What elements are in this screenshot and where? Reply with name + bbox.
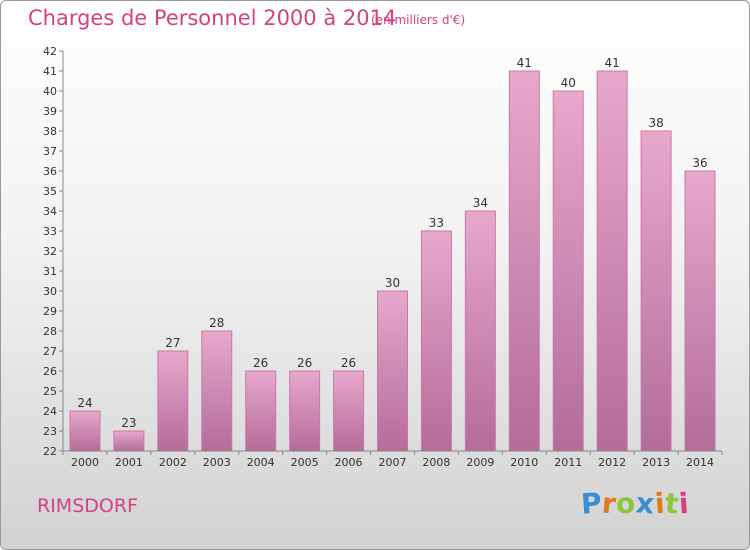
y-tick-label: 27 <box>43 345 57 358</box>
bar-2009 <box>464 210 496 452</box>
data-label-2011: 40 <box>561 76 576 90</box>
x-tick-label-2005: 2005 <box>291 456 319 469</box>
bar-2000 <box>69 410 101 452</box>
data-label-2007: 30 <box>385 276 400 290</box>
data-label-2010: 41 <box>517 56 532 70</box>
x-tick-label-2008: 2008 <box>422 456 450 469</box>
y-tick-label: 39 <box>43 105 57 118</box>
bar-2014 <box>684 170 716 452</box>
x-tick-label-2000: 2000 <box>71 456 99 469</box>
bar-2003 <box>201 330 233 452</box>
data-label-2008: 33 <box>429 216 444 230</box>
y-tick-label: 34 <box>43 205 57 218</box>
data-label-2002: 27 <box>165 336 180 350</box>
y-tick-label: 31 <box>43 265 57 278</box>
bar-2002 <box>157 350 189 452</box>
data-label-2013: 38 <box>648 116 663 130</box>
y-tick-label: 37 <box>43 145 57 158</box>
logo-letter: i <box>677 486 690 521</box>
chart-title: Charges de Personnel 2000 à 2014 <box>28 6 397 30</box>
y-tick-label: 33 <box>43 225 57 238</box>
logo-letter: x <box>634 486 657 521</box>
y-tick-label: 38 <box>43 125 57 138</box>
x-tick-label-2013: 2013 <box>642 456 670 469</box>
x-tick-label-2010: 2010 <box>510 456 538 469</box>
chart-subtitle: (en milliers d'€) <box>371 13 466 27</box>
x-tick-label-2007: 2007 <box>379 456 407 469</box>
y-tick-label: 24 <box>43 405 57 418</box>
x-tick-label-2006: 2006 <box>335 456 363 469</box>
bar-2005 <box>289 370 321 452</box>
data-label-2012: 41 <box>605 56 620 70</box>
x-tick-label-2003: 2003 <box>203 456 231 469</box>
x-tick-label-2009: 2009 <box>466 456 494 469</box>
data-label-2005: 26 <box>297 356 312 370</box>
y-tick-label: 30 <box>43 285 57 298</box>
bar-2001 <box>113 430 145 452</box>
y-tick-label: 26 <box>43 365 57 378</box>
bar-2006 <box>333 370 365 452</box>
data-label-2001: 23 <box>121 416 136 430</box>
bars: 24 23 27 28 26 26 26 30 33 34 41 40 41 38 36 <box>69 56 716 452</box>
logo-letter: P <box>579 486 604 521</box>
x-tick-label-2004: 2004 <box>247 456 275 469</box>
data-label-2003: 28 <box>209 316 224 330</box>
y-axis: 22 23 24 25 26 27 28 29 30 31 32 33 34 35 36 37 38 39 40 41… <box>43 45 64 458</box>
bar-2011 <box>552 90 584 452</box>
x-tick-label-2001: 2001 <box>115 456 143 469</box>
data-label-2014: 36 <box>692 156 707 170</box>
commune-name: RIMSDORF <box>37 495 138 517</box>
bar-2004 <box>245 370 277 452</box>
data-label-2009: 34 <box>473 196 488 210</box>
x-tick-label-2002: 2002 <box>159 456 187 469</box>
data-label-2000: 24 <box>77 396 92 410</box>
bar-2010 <box>508 70 540 452</box>
bar-2013 <box>640 130 672 452</box>
x-tick-label-2014: 2014 <box>686 456 714 469</box>
y-tick-label: 32 <box>43 245 57 258</box>
y-tick-label: 42 <box>43 45 57 58</box>
y-tick-label: 41 <box>43 65 57 78</box>
y-tick-label: 35 <box>43 185 57 198</box>
bar-2012 <box>596 70 628 452</box>
y-tick-label: 40 <box>43 85 57 98</box>
data-label-2006: 26 <box>341 356 356 370</box>
proxiti-logo: Proxiti <box>579 486 690 521</box>
y-tick-label: 36 <box>43 165 57 178</box>
y-tick-label: 25 <box>43 385 57 398</box>
y-tick-label: 29 <box>43 305 57 318</box>
x-axis: 2000 2001 2002 2003 2004 2005 2006 2007 2008 2009… <box>62 450 723 469</box>
bar-2007 <box>377 290 408 452</box>
x-tick-label-2012: 2012 <box>598 456 626 469</box>
bar-2008 <box>420 230 452 452</box>
x-tick-label-2011: 2011 <box>554 456 582 469</box>
y-tick-label: 22 <box>43 445 57 458</box>
data-label-2004: 26 <box>253 356 268 370</box>
y-tick-label: 23 <box>43 425 57 438</box>
y-tick-label: 28 <box>43 325 57 338</box>
